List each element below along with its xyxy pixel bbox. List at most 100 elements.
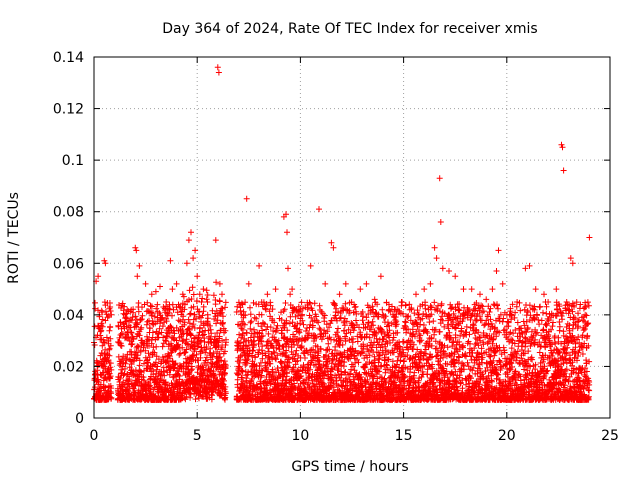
data-point: [169, 301, 176, 308]
data-point: [176, 303, 183, 310]
data-point: [173, 337, 180, 344]
data-point: [282, 352, 289, 359]
data-point: [191, 311, 198, 318]
data-point: [153, 343, 160, 350]
data-point: [106, 352, 113, 359]
data-point: [96, 386, 102, 393]
data-point: [130, 309, 137, 316]
data-point: [143, 321, 150, 328]
data-point: [275, 337, 282, 344]
data-point: [206, 322, 213, 329]
data-point: [135, 300, 142, 306]
data-point: [186, 320, 193, 327]
data-point: [250, 299, 257, 306]
data-point: [261, 321, 268, 328]
data-point: [149, 310, 156, 317]
data-point: [154, 363, 161, 370]
data-point: [107, 335, 114, 342]
data-point: [283, 317, 290, 324]
data-point: [218, 357, 225, 364]
data-point: [106, 345, 113, 352]
data-point: [245, 353, 252, 360]
data-point: [274, 352, 281, 359]
data-point: [296, 336, 303, 343]
data-point: [208, 330, 215, 337]
data-point: [196, 291, 203, 298]
data-point: [259, 332, 266, 339]
data-point: [385, 319, 391, 326]
data-point: [212, 301, 219, 308]
data-point: [193, 351, 200, 358]
data-point: [167, 323, 174, 330]
data-point: [189, 366, 196, 373]
data-point: [189, 323, 196, 330]
data-point: [307, 300, 314, 307]
data-point: [262, 306, 269, 313]
data-point: [198, 382, 204, 389]
data-point: [183, 340, 190, 347]
data-point: [115, 353, 122, 360]
data-point: [401, 358, 408, 364]
data-point: [140, 377, 147, 384]
data-point: [414, 307, 421, 314]
data-point: [263, 326, 270, 333]
data-point: [176, 351, 183, 358]
data-point: [237, 307, 244, 314]
data-point: [166, 306, 173, 312]
data-point: [279, 360, 285, 367]
data-point: [149, 329, 156, 336]
data-point: [136, 357, 143, 364]
data-point: [142, 347, 149, 354]
data-point: [209, 392, 216, 399]
data-point: [122, 360, 129, 367]
data-point: [176, 373, 183, 379]
data-point: [172, 361, 178, 368]
data-point: [162, 337, 169, 344]
data-point: [102, 317, 109, 324]
data-point: [128, 361, 135, 368]
data-point: [159, 323, 166, 330]
data-point: [282, 300, 289, 306]
data-point: [325, 340, 332, 347]
data-point: [157, 376, 164, 383]
data-point: [267, 302, 274, 309]
data-point: [289, 319, 296, 326]
data-point: [119, 300, 126, 307]
data-point: [222, 348, 228, 355]
data-point: [252, 353, 259, 360]
data-point: [170, 335, 177, 342]
data-point: [148, 312, 155, 319]
data-point: [309, 307, 316, 314]
data-point: [281, 306, 288, 313]
data-point: [241, 321, 248, 328]
data-point: [121, 303, 128, 310]
data-point: [315, 350, 322, 357]
data-point: [149, 303, 155, 310]
data-point: [342, 338, 349, 345]
data-point: [107, 373, 114, 380]
data-point: [253, 315, 260, 322]
data-point: [217, 354, 224, 360]
data-point: [161, 372, 168, 379]
data-point: [293, 347, 300, 354]
data-point: [188, 296, 195, 302]
data-point: [275, 369, 282, 376]
data-point: [239, 326, 246, 333]
data-point: [103, 334, 110, 341]
data-point: [140, 344, 147, 351]
data-point: [238, 325, 245, 332]
y-axis-label: ROTI / TECUs: [6, 192, 22, 284]
data-point: [258, 311, 265, 318]
data-point: [101, 339, 108, 346]
data-point: [238, 334, 245, 341]
data-point: [155, 356, 162, 363]
data-point: [194, 298, 200, 304]
data-point: [270, 328, 277, 334]
data-point: [284, 327, 291, 334]
data-point: [306, 299, 313, 306]
data-point: [199, 312, 206, 319]
data-point: [214, 358, 221, 365]
data-points: [91, 64, 593, 403]
data-point: [218, 391, 225, 398]
